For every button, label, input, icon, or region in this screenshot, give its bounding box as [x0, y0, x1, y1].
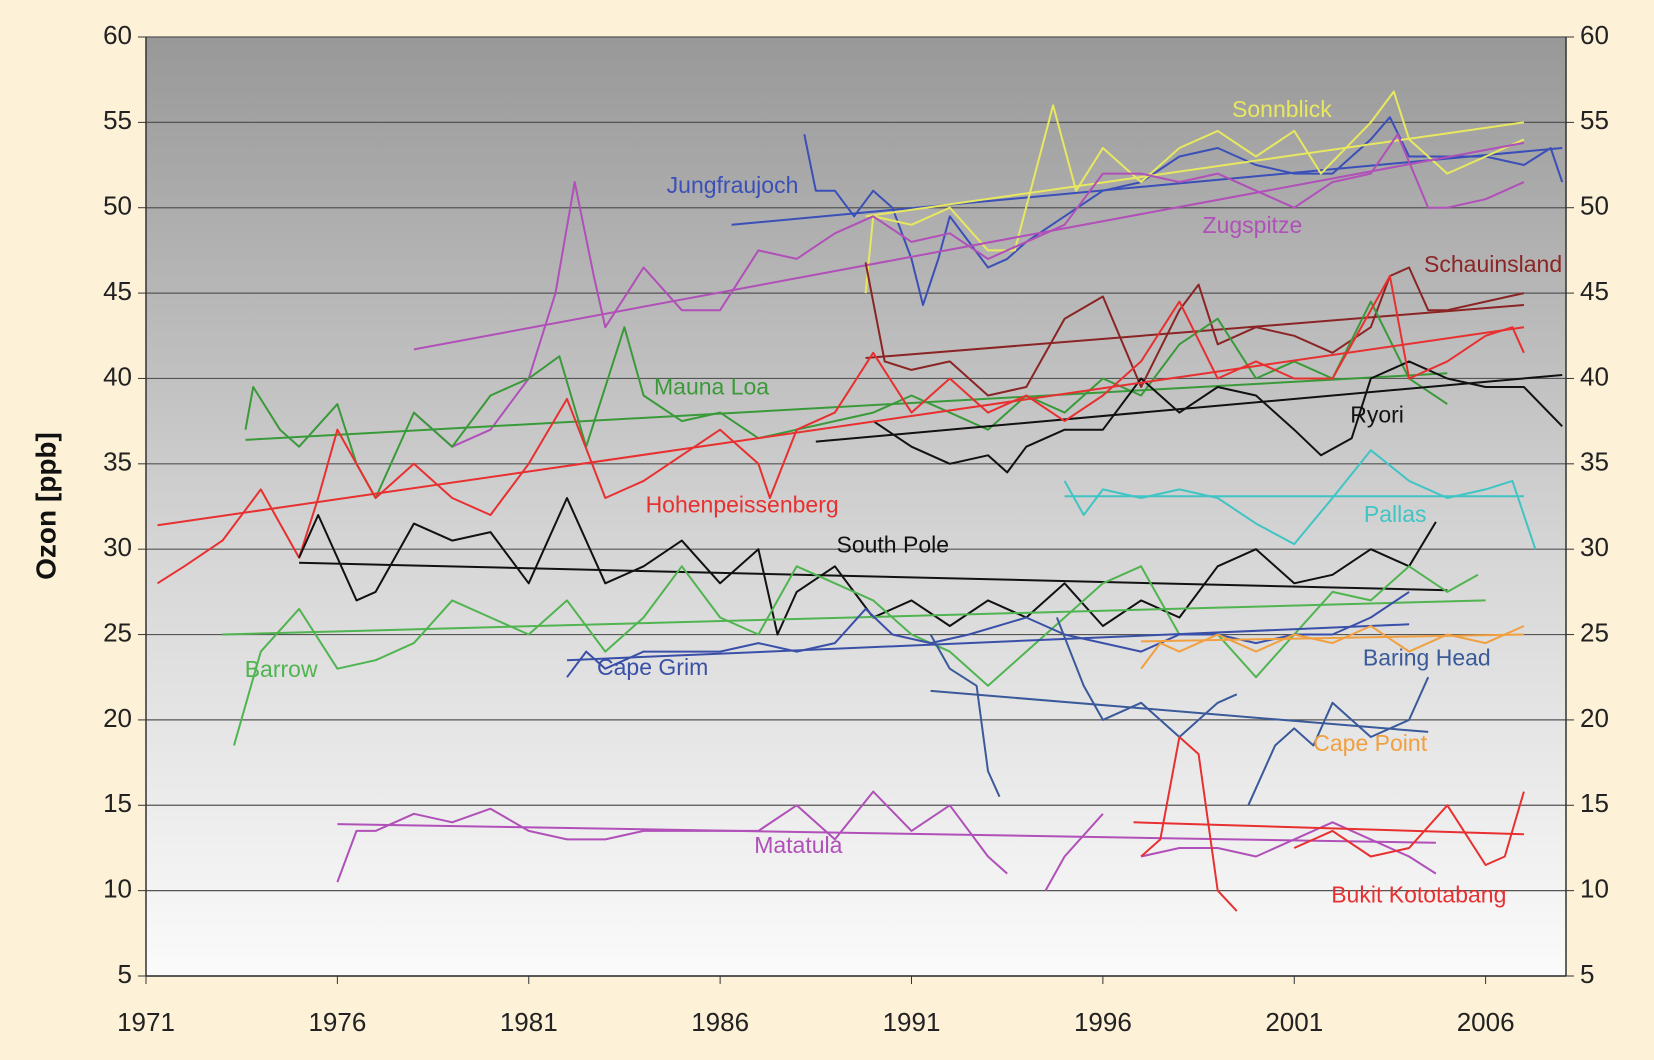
- series-line: [156, 275, 1525, 585]
- y-tick-label: 50: [103, 191, 132, 221]
- series-label: Mauna Loa: [654, 373, 769, 399]
- trend-line: [337, 823, 1436, 844]
- x-tick-label: 1976: [308, 1007, 366, 1037]
- x-tick-label: 2001: [1265, 1007, 1323, 1037]
- trend-line: [1141, 633, 1524, 643]
- series-label: Jungfraujoch: [667, 172, 799, 198]
- series-label: South Pole: [836, 531, 949, 557]
- y2-tick-label: 40: [1580, 361, 1609, 391]
- y2-tick-label: 10: [1580, 874, 1609, 904]
- y2-tick-label: 15: [1580, 788, 1609, 818]
- series-line: [803, 116, 1564, 306]
- y2-tick-label: 50: [1580, 191, 1609, 221]
- y-tick-label: 55: [103, 105, 132, 135]
- x-tick-label: 1971: [117, 1007, 175, 1037]
- series-label: Bukit Kototabang: [1331, 882, 1506, 908]
- y-tick-label: 25: [103, 617, 132, 647]
- series-line: [864, 90, 1525, 294]
- series-line: [1140, 736, 1525, 912]
- trend-line: [930, 689, 1429, 733]
- series-label: Pallas: [1364, 501, 1427, 527]
- x-tick-label: 2006: [1457, 1007, 1515, 1037]
- trend-line: [245, 372, 1448, 441]
- trend-line: [1133, 821, 1524, 836]
- series-label: Matatula: [754, 832, 842, 858]
- series-label: Hohenpeissenberg: [646, 491, 839, 517]
- trend-line: [157, 326, 1525, 527]
- plot-area: [146, 37, 1566, 976]
- x-tick-label: 1981: [500, 1007, 558, 1037]
- y2-tick-label: 30: [1580, 532, 1609, 562]
- trend-line: [299, 561, 1448, 592]
- y-tick-label: 35: [103, 447, 132, 477]
- trend-line: [815, 374, 1563, 443]
- x-tick-label: 1986: [691, 1007, 749, 1037]
- series-line: [298, 497, 1437, 636]
- series-line: [566, 591, 1410, 678]
- y2-tick-label: 20: [1580, 703, 1609, 733]
- series-line: [872, 360, 1563, 474]
- trend-line: [413, 141, 1525, 351]
- series-label: Cape Grim: [597, 654, 708, 680]
- x-tick-label: 1991: [883, 1007, 941, 1037]
- series-label: Zugspitze: [1203, 212, 1303, 238]
- y2-tick-label: 25: [1580, 617, 1609, 647]
- trend-line: [222, 599, 1486, 636]
- y-tick-label: 40: [103, 361, 132, 391]
- y2-tick-label: 60: [1580, 20, 1609, 50]
- y-tick-label: 60: [103, 20, 132, 50]
- series-label: Ryori: [1350, 402, 1404, 428]
- y-axis-label: Ozon [ppb]: [30, 432, 61, 580]
- trend-line: [865, 121, 1525, 218]
- series-label: Sonnblick: [1232, 96, 1332, 122]
- y2-tick-label: 55: [1580, 105, 1609, 135]
- series-line: [233, 565, 1479, 746]
- series-label: Baring Head: [1363, 644, 1491, 670]
- series-line: [1063, 449, 1537, 550]
- y-tick-label: 20: [103, 703, 132, 733]
- y-tick-label: 30: [103, 532, 132, 562]
- series-line: [413, 133, 1525, 448]
- y-tick-label: 5: [118, 959, 132, 989]
- y-tick-label: 45: [103, 276, 132, 306]
- y-tick-label: 10: [103, 874, 132, 904]
- trend-line: [566, 623, 1410, 662]
- y2-tick-label: 45: [1580, 276, 1609, 306]
- series-line: [864, 262, 1525, 397]
- series-label: Barrow: [245, 656, 318, 682]
- series-label: Schauinsland: [1424, 251, 1562, 277]
- y-tick-label: 15: [103, 788, 132, 818]
- series-label: Cape Point: [1313, 730, 1427, 756]
- y2-tick-label: 5: [1580, 959, 1594, 989]
- y2-tick-label: 35: [1580, 447, 1609, 477]
- x-tick-label: 1996: [1074, 1007, 1132, 1037]
